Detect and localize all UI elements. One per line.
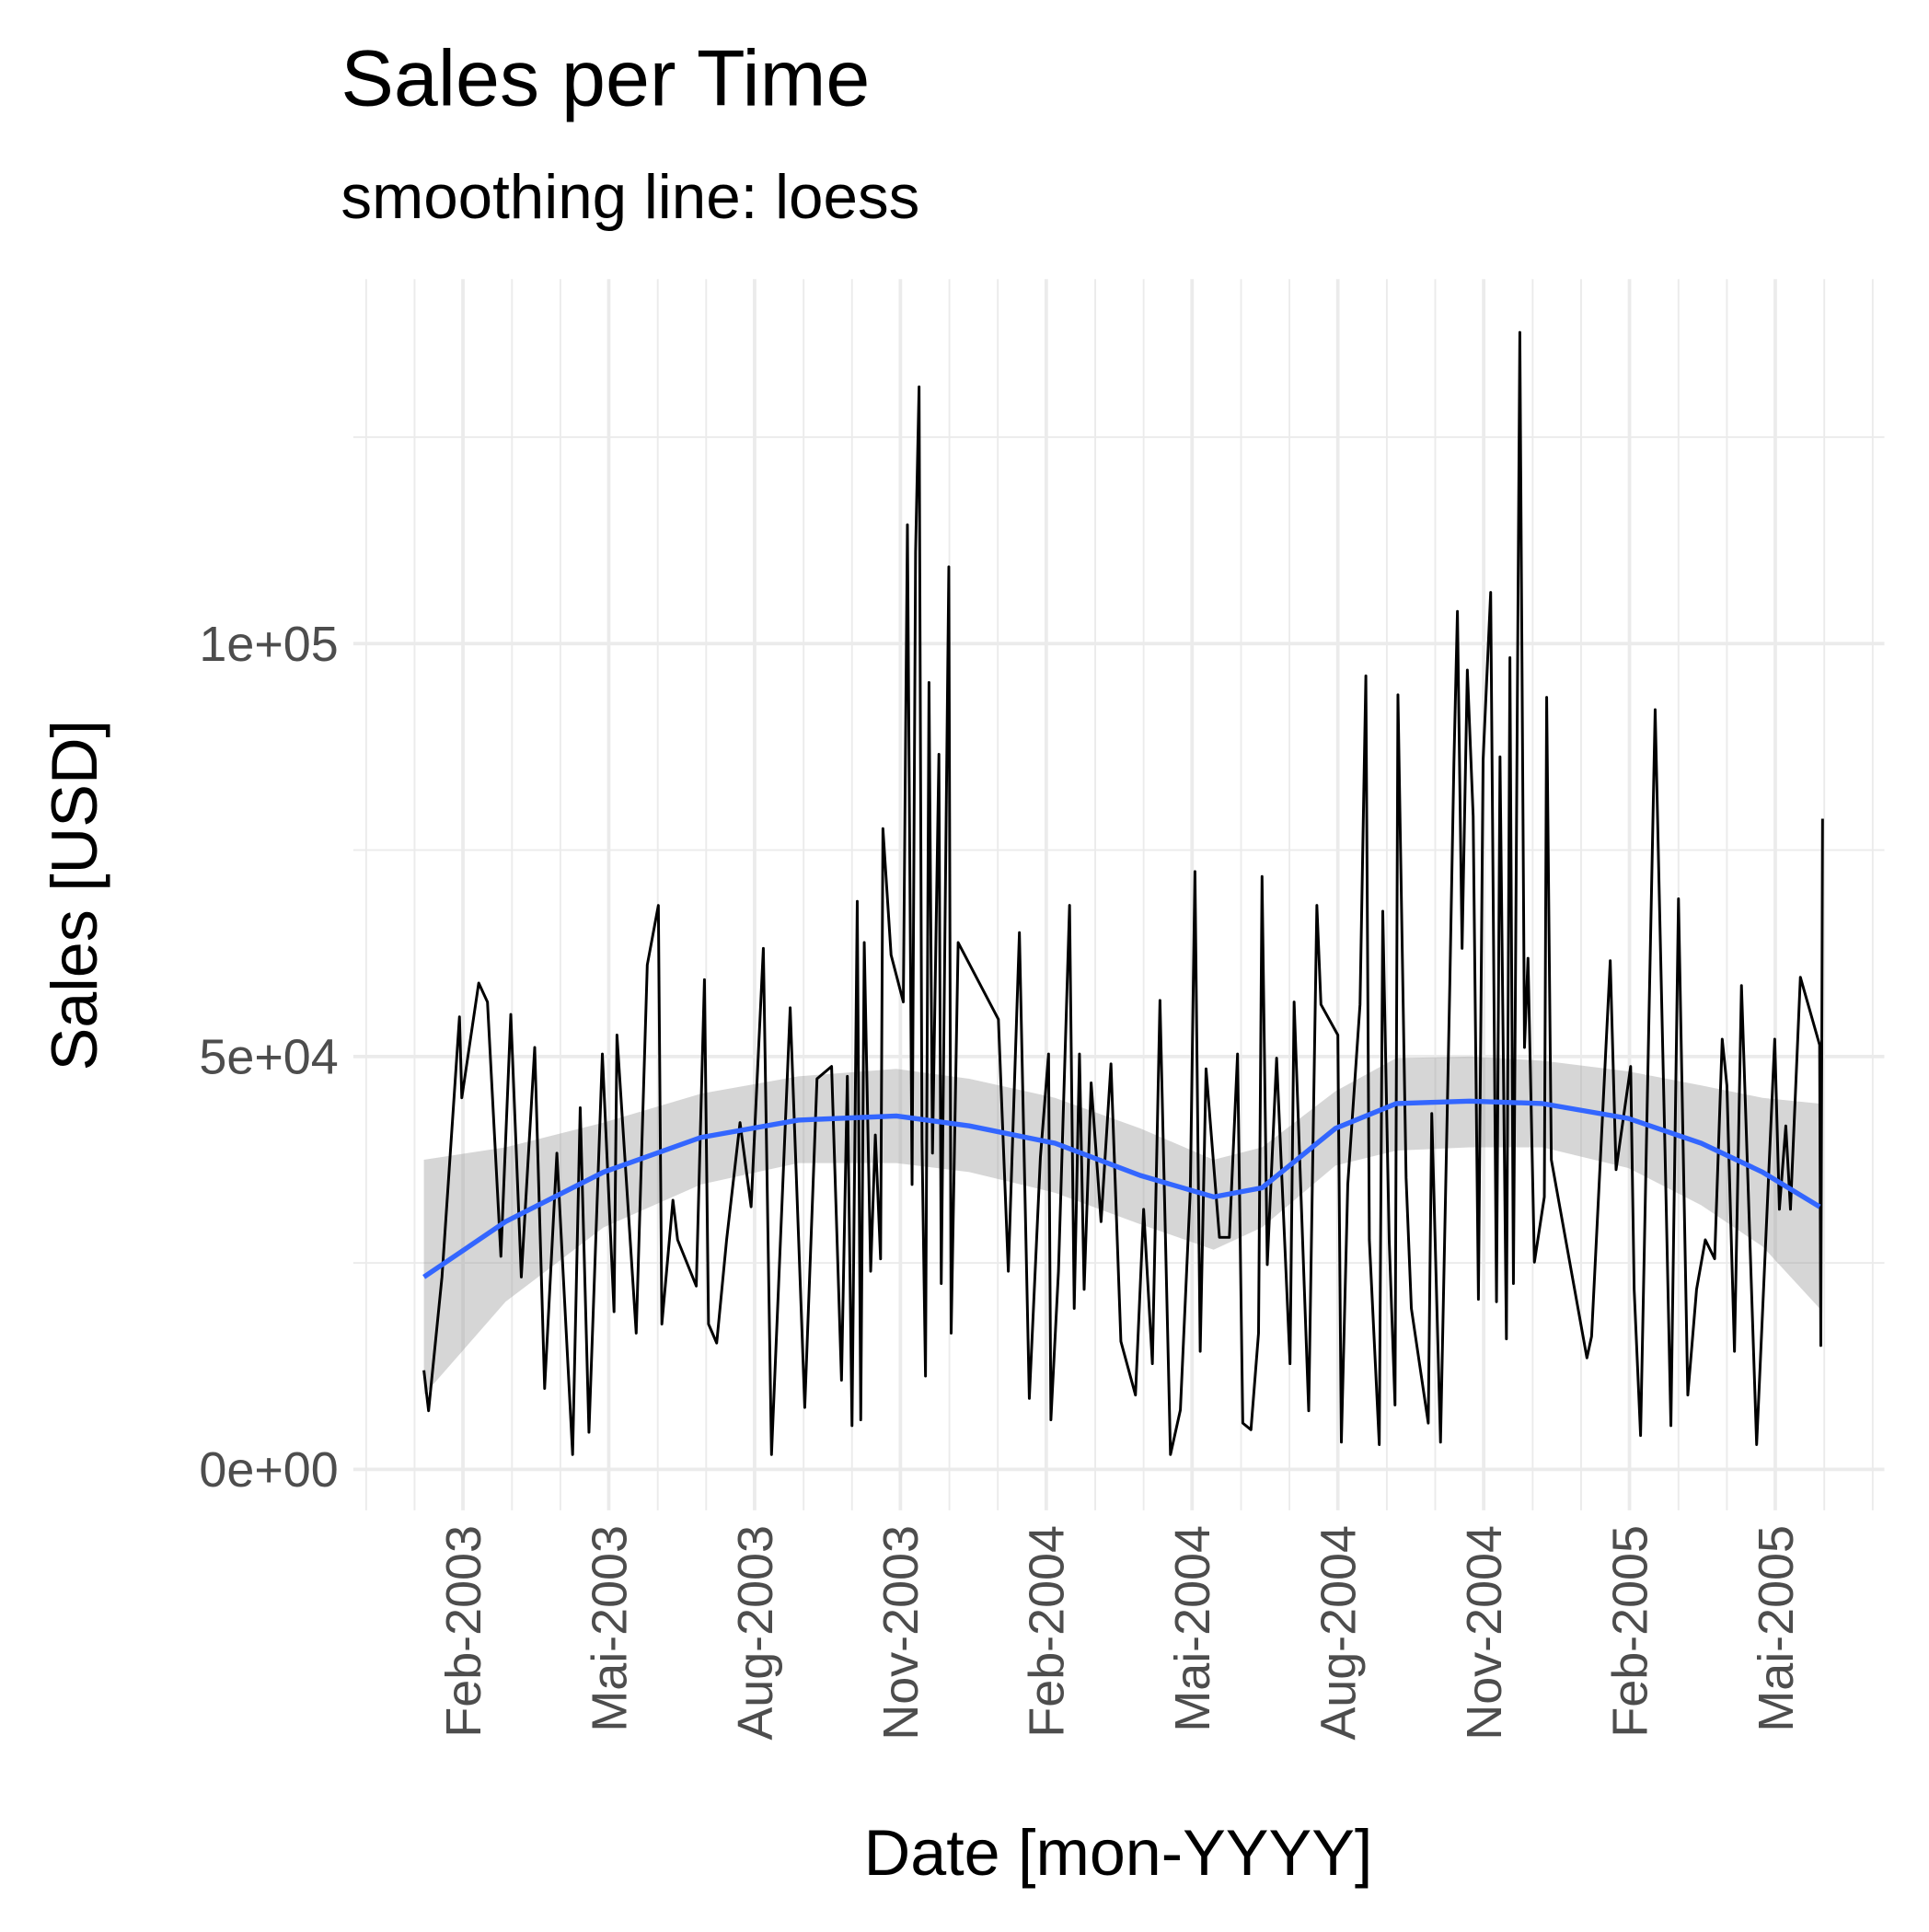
chart-subtitle: smoothing line: loess — [341, 163, 919, 232]
x-tick-label: Mai-2004 — [1165, 1525, 1220, 1732]
confidence-band — [423, 1056, 1820, 1395]
chart-title: Sales per Time — [341, 35, 870, 123]
sales-line — [422, 330, 1824, 1456]
grid — [352, 279, 1885, 1510]
x-tick-label: Mai-2005 — [1749, 1525, 1804, 1732]
x-axis-title: Date [mon-YYYY] — [864, 1817, 1373, 1889]
smooth-line — [422, 1098, 1821, 1279]
x-tick-label: Feb-2004 — [1020, 1525, 1075, 1738]
x-tick-label: Nov-2004 — [1457, 1525, 1512, 1741]
y-tick-label: 5e+04 — [199, 1030, 338, 1085]
x-tick-label: Mai-2003 — [582, 1525, 637, 1732]
x-tick-label: Aug-2004 — [1311, 1525, 1367, 1741]
plot-area — [422, 330, 1824, 1456]
y-axis-title: Sales [USD] — [39, 720, 110, 1070]
x-tick-label: Feb-2003 — [436, 1525, 491, 1738]
x-tick-label: Feb-2005 — [1602, 1525, 1658, 1738]
y-tick-label: 1e+05 — [199, 617, 338, 672]
labels: Feb-2003 Mai-2003 Aug-2003 Nov-2003 Feb-2004… — [199, 617, 1803, 1741]
x-tick-label: Nov-2003 — [873, 1525, 929, 1741]
y-tick-label: 0e+00 — [199, 1442, 338, 1498]
x-tick-label: Aug-2003 — [728, 1525, 783, 1741]
